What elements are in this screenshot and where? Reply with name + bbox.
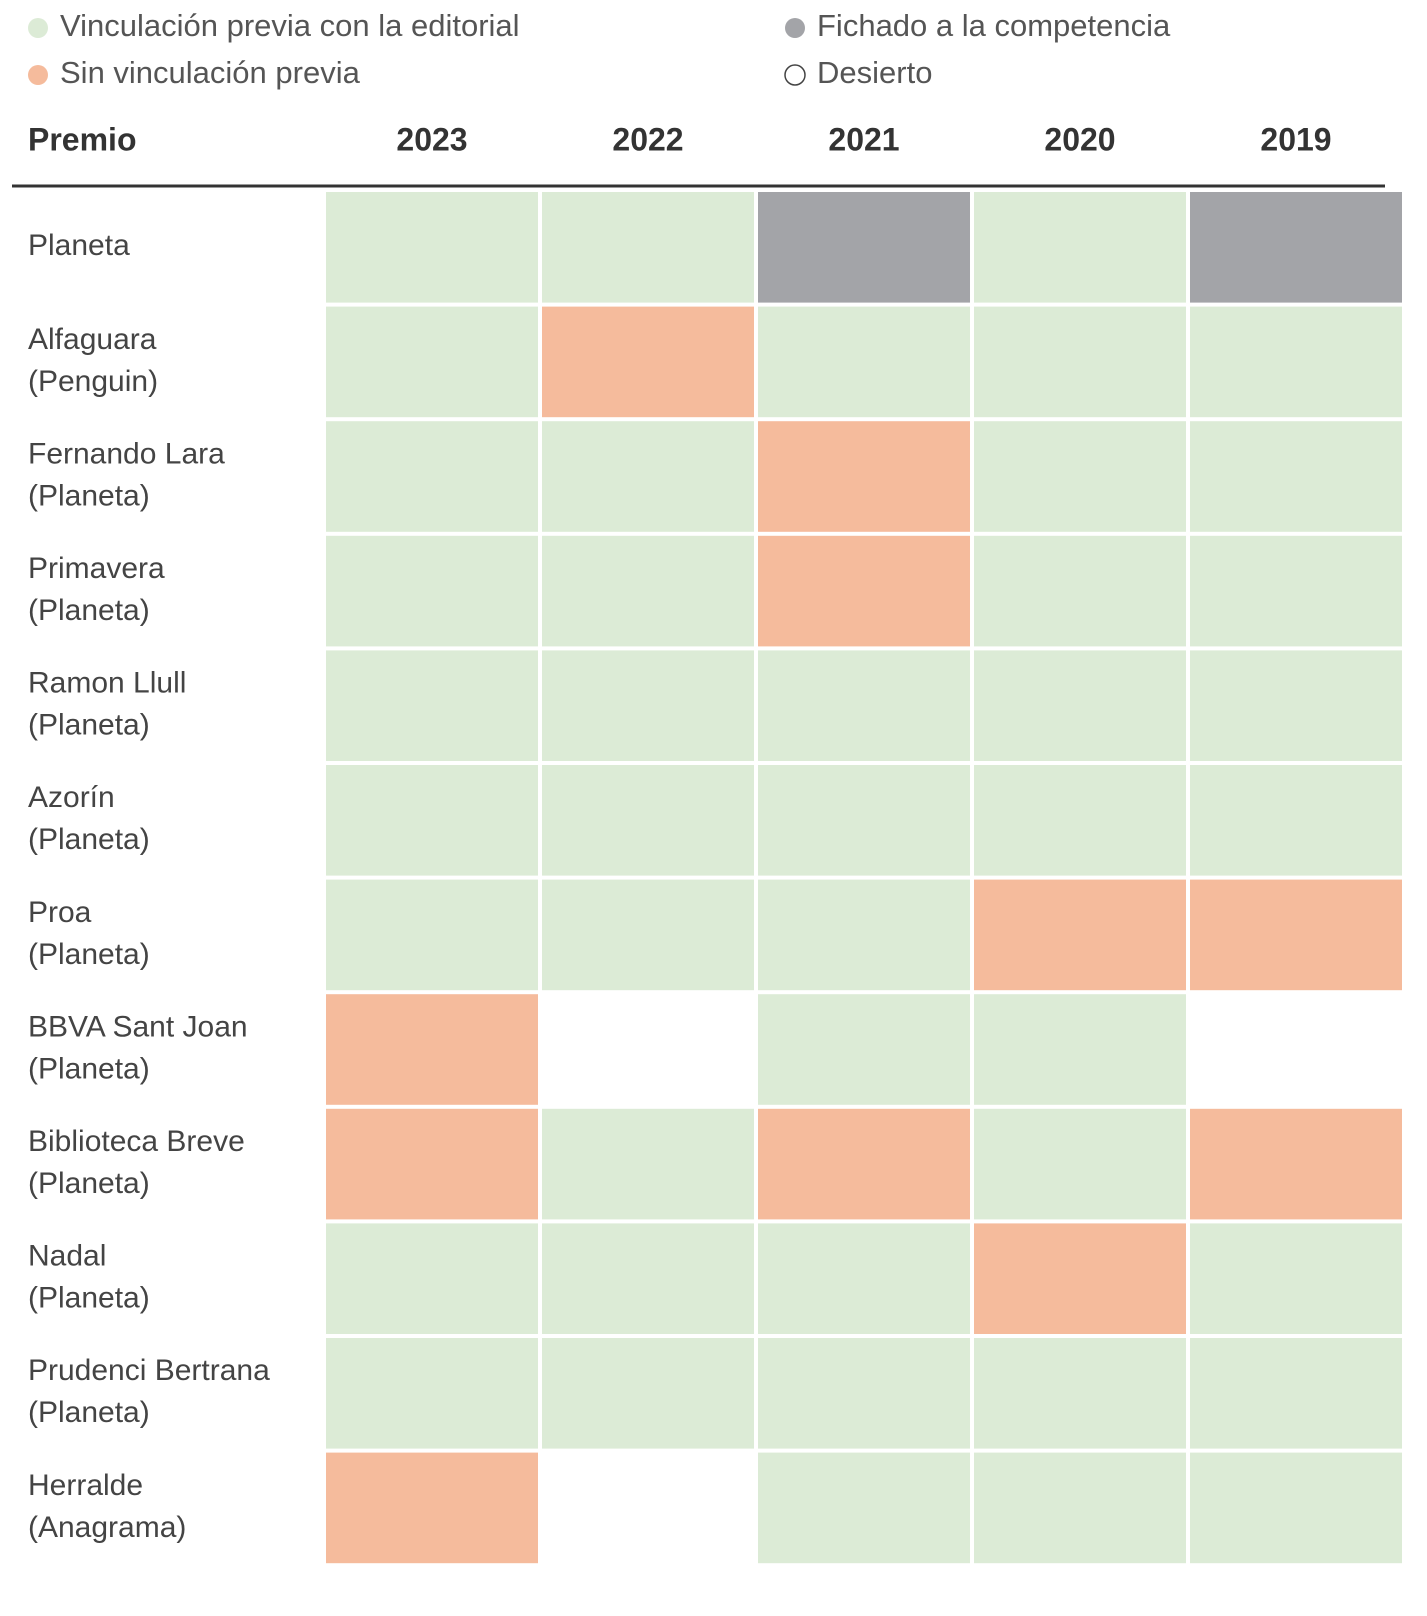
cell — [542, 879, 754, 991]
cell — [326, 650, 538, 761]
cell — [1190, 192, 1402, 303]
header-cell: 2023 — [396, 121, 467, 157]
legend-dot — [28, 18, 48, 38]
cell — [974, 535, 1186, 647]
row-label: (Planeta) — [28, 1167, 150, 1200]
cell — [758, 1452, 970, 1564]
row-label: (Planeta) — [28, 823, 150, 856]
cell — [542, 650, 754, 761]
row-label: (Planeta) — [28, 1396, 150, 1429]
cell — [326, 1452, 538, 1564]
header-cell: Premio — [28, 121, 136, 157]
legend-label: Fichado a la competencia — [817, 8, 1171, 43]
cell — [326, 1338, 538, 1449]
cell — [1190, 650, 1402, 761]
legend-dot — [28, 65, 48, 85]
cell — [974, 650, 1186, 761]
row-label: Herralde — [28, 1469, 143, 1502]
row-label: (Penguin) — [28, 365, 158, 398]
cell — [758, 879, 970, 991]
header-cell: 2022 — [612, 121, 683, 157]
row-label: Planeta — [28, 229, 130, 262]
legend-label: Sin vinculación previa — [60, 55, 361, 90]
cell — [542, 306, 754, 418]
row-label: (Anagrama) — [28, 1511, 186, 1544]
row-label: Primavera — [28, 552, 165, 585]
cell — [974, 1223, 1186, 1334]
cell — [1190, 765, 1402, 876]
cell — [974, 1108, 1186, 1220]
row-label: (Planeta) — [28, 709, 150, 742]
cell — [974, 1338, 1186, 1449]
cell — [1190, 879, 1402, 991]
cell — [1190, 1223, 1402, 1334]
cell — [326, 1108, 538, 1220]
cell — [974, 765, 1186, 876]
cell — [758, 765, 970, 876]
cell — [542, 1108, 754, 1220]
header-cell: 2020 — [1044, 121, 1115, 157]
cell — [326, 994, 538, 1105]
cell — [542, 192, 754, 303]
cell — [326, 192, 538, 303]
cell — [974, 421, 1186, 532]
row-label: BBVA Sant Joan — [28, 1010, 248, 1043]
row-label: (Planeta) — [28, 479, 150, 512]
cell — [758, 1223, 970, 1334]
cell — [974, 879, 1186, 991]
cell — [1190, 421, 1402, 532]
cell — [974, 306, 1186, 418]
legend-label: Vinculación previa con la editorial — [60, 8, 520, 43]
cell — [326, 535, 538, 647]
cell — [326, 879, 538, 991]
cell — [758, 650, 970, 761]
cell — [1190, 535, 1402, 647]
cell — [758, 994, 970, 1105]
row-label: (Planeta) — [28, 1282, 150, 1315]
header-cell: 2021 — [828, 121, 899, 157]
cell — [758, 1338, 970, 1449]
cell — [542, 994, 754, 1105]
row-label: Biblioteca Breve — [28, 1125, 245, 1158]
row-label: Azorín — [28, 781, 115, 814]
cell — [326, 306, 538, 418]
cell — [542, 1452, 754, 1564]
cell — [542, 421, 754, 532]
cell — [758, 1108, 970, 1220]
cell — [326, 1223, 538, 1334]
row-label: Nadal — [28, 1240, 106, 1273]
row-label: (Planeta) — [28, 938, 150, 971]
cell — [1190, 1452, 1402, 1564]
row-label: (Planeta) — [28, 1052, 150, 1085]
cell — [542, 1223, 754, 1334]
cell — [1190, 306, 1402, 418]
cell — [542, 1338, 754, 1449]
cell — [758, 421, 970, 532]
cell — [1190, 1338, 1402, 1449]
cell — [758, 306, 970, 418]
legend-dot — [785, 18, 805, 38]
cell — [758, 192, 970, 303]
cell — [974, 192, 1186, 303]
row-label: Alfaguara — [28, 323, 157, 356]
legend-label: Desierto — [817, 55, 932, 90]
cell — [542, 535, 754, 647]
cell — [326, 421, 538, 532]
row-label: Proa — [28, 896, 92, 929]
row-label: Ramon Llull — [28, 667, 186, 700]
header-cell: 2019 — [1260, 121, 1331, 157]
cell — [326, 765, 538, 876]
cell — [758, 535, 970, 647]
row-label: Fernando Lara — [28, 437, 225, 470]
cell — [542, 765, 754, 876]
cell — [974, 1452, 1186, 1564]
cell — [974, 994, 1186, 1105]
cell — [1190, 994, 1402, 1105]
cell — [1190, 1108, 1402, 1220]
row-label: (Planeta) — [28, 594, 150, 627]
legend-dot — [784, 64, 806, 86]
row-label: Prudenci Bertrana — [28, 1354, 270, 1387]
